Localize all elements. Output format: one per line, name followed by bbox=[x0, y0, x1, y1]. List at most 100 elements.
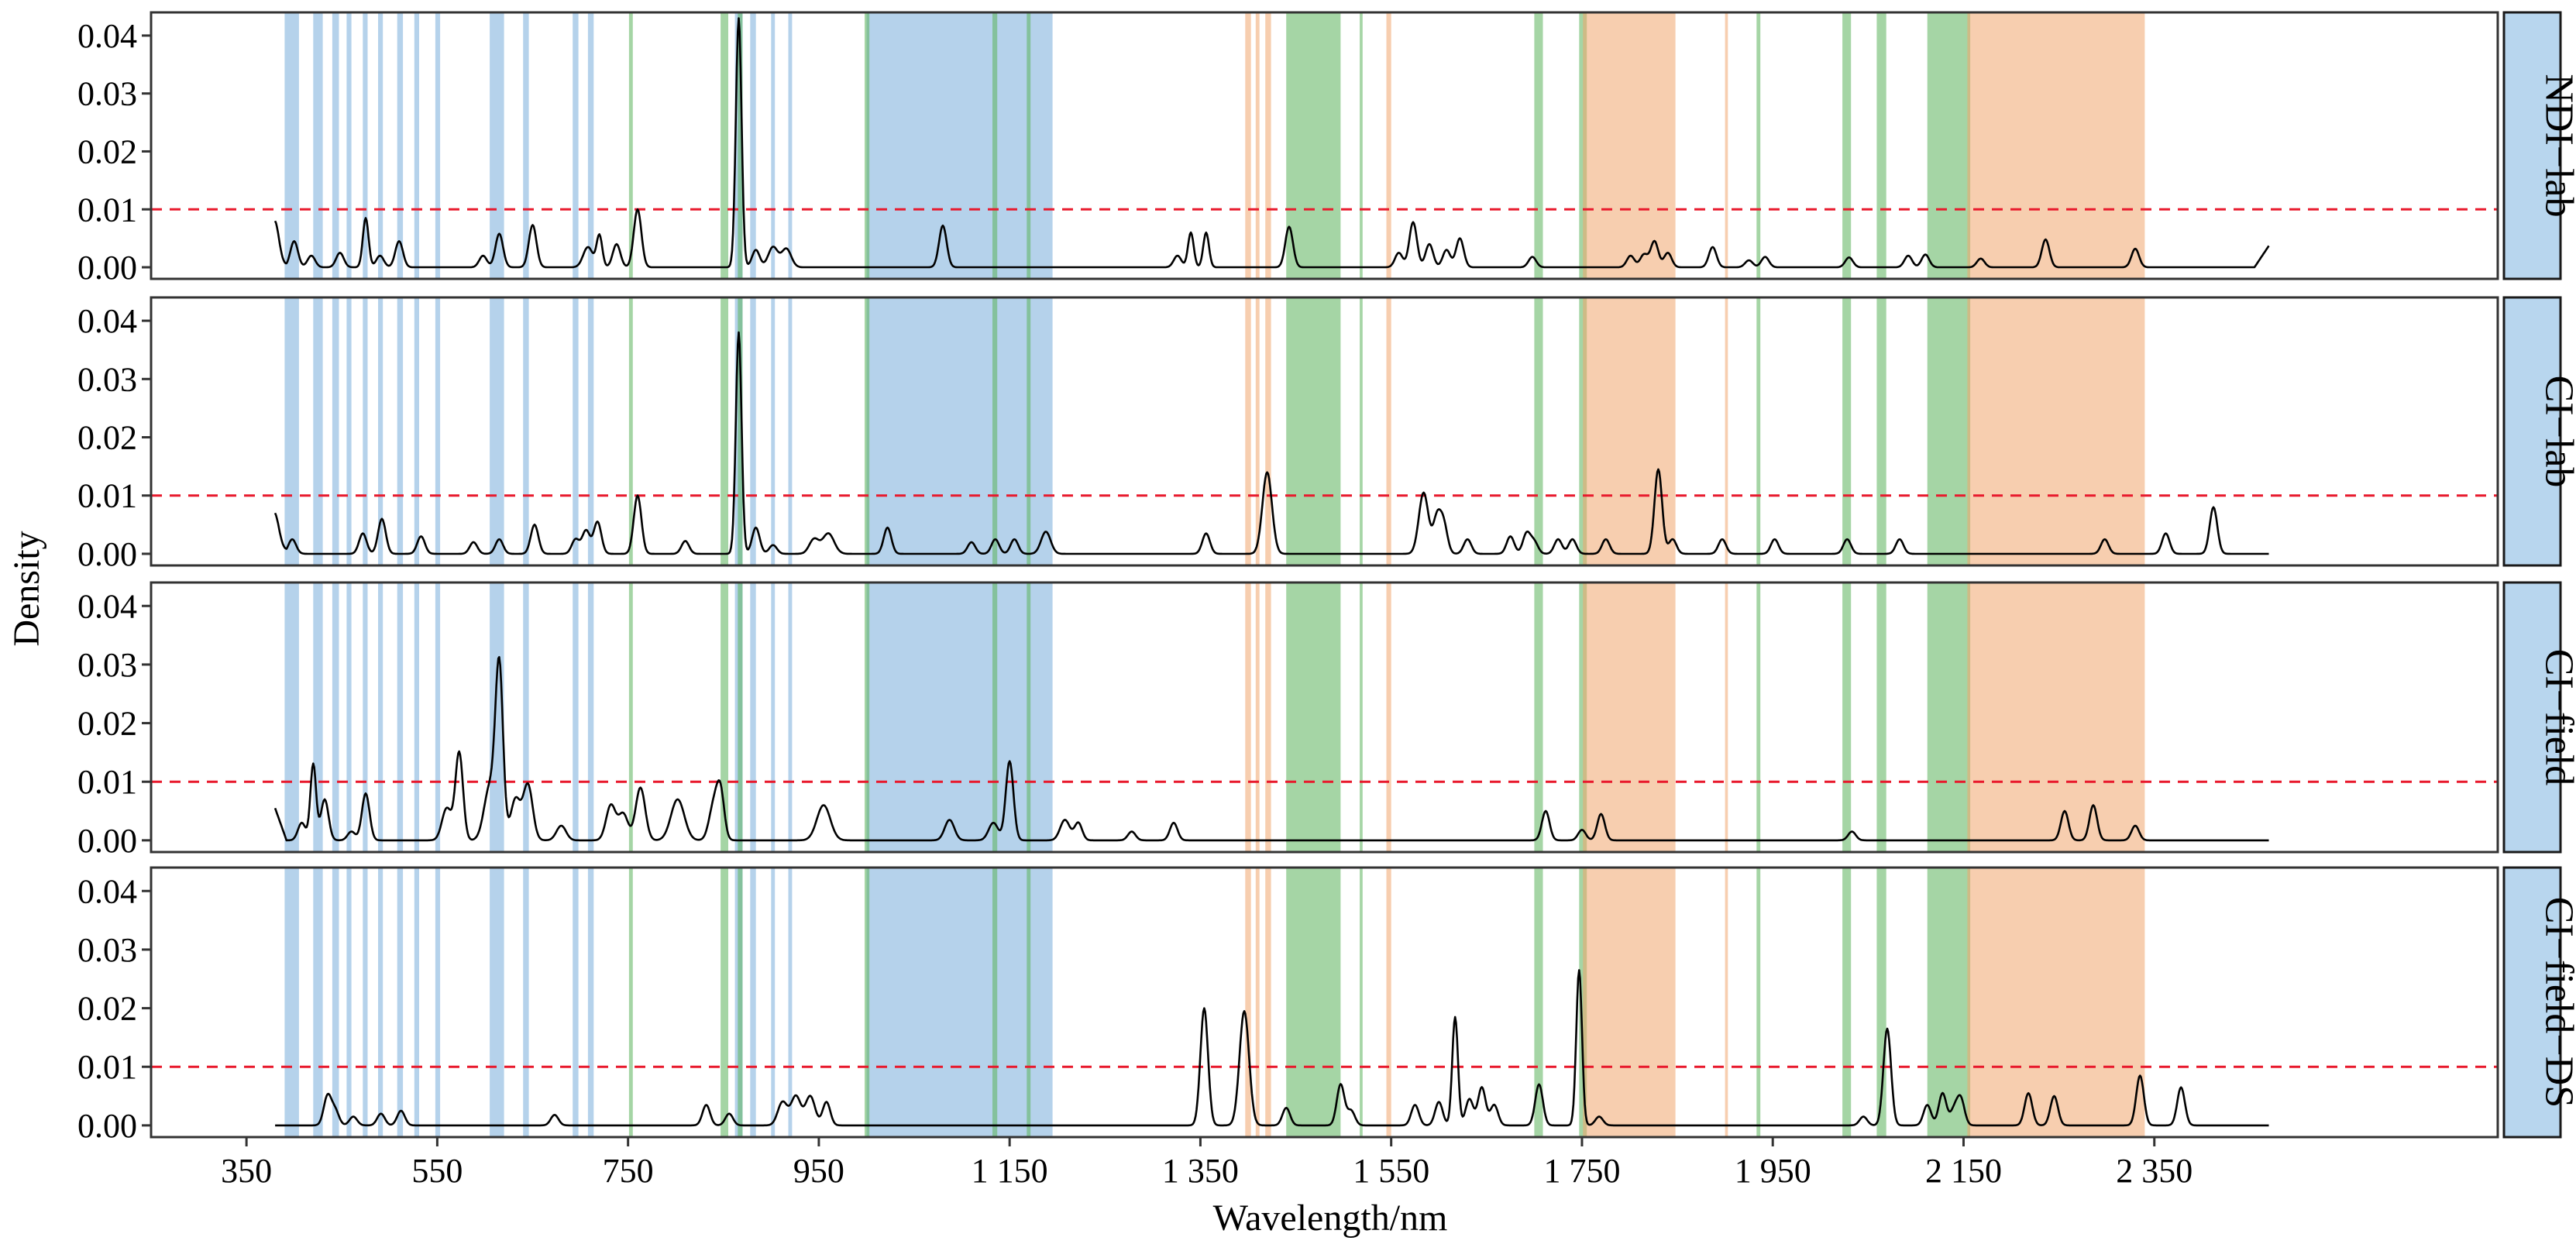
blue-band bbox=[363, 868, 368, 1137]
green-band bbox=[1534, 12, 1543, 279]
blue-band bbox=[750, 12, 756, 279]
density-line-1 bbox=[273, 331, 2269, 555]
x-tick-label: 550 bbox=[411, 1152, 463, 1190]
blue-band bbox=[523, 297, 529, 565]
x-tick-label: 950 bbox=[793, 1152, 844, 1190]
green-band bbox=[865, 582, 870, 852]
x-tick-label: 1 750 bbox=[1543, 1152, 1620, 1190]
orange-band bbox=[1967, 868, 2145, 1137]
blue-band bbox=[363, 297, 368, 565]
y-tick-label: 0.02 bbox=[77, 132, 137, 170]
blue-band bbox=[414, 297, 419, 565]
orange-band bbox=[1967, 582, 2145, 852]
x-tick-label: 1 950 bbox=[1735, 1152, 1811, 1190]
orange-band bbox=[1583, 12, 1676, 279]
blue-band bbox=[523, 12, 529, 279]
facet-strip-label: NDI−lab bbox=[2537, 74, 2576, 217]
blue-band bbox=[490, 868, 504, 1137]
orange-band bbox=[1255, 12, 1260, 279]
blue-band bbox=[346, 12, 352, 279]
green-band bbox=[1360, 582, 1363, 852]
green-band bbox=[1842, 868, 1852, 1137]
facet-strip bbox=[2502, 296, 2562, 567]
panel-frame bbox=[150, 296, 2499, 567]
blue-band bbox=[573, 297, 579, 565]
blue-band bbox=[363, 582, 368, 852]
y-tick-label: 0.01 bbox=[77, 477, 137, 515]
blue-band bbox=[378, 12, 383, 279]
facet-strips: NDI−lab CI−lab CI−field CI−field−DS bbox=[2502, 11, 2576, 1139]
orange-band bbox=[1725, 868, 1728, 1137]
green-band bbox=[721, 868, 728, 1137]
blue-band bbox=[435, 297, 441, 565]
density-line-3 bbox=[274, 969, 2269, 1127]
blue-band bbox=[750, 297, 756, 565]
green-band bbox=[1286, 12, 1341, 279]
green-band bbox=[1286, 868, 1341, 1137]
blue-band bbox=[788, 868, 793, 1137]
orange-band bbox=[1245, 12, 1251, 279]
blue-band bbox=[284, 297, 299, 565]
blue-band bbox=[750, 868, 756, 1137]
blue-band bbox=[414, 582, 419, 852]
green-band bbox=[1842, 582, 1852, 852]
x-tick-label: 1 150 bbox=[972, 1152, 1048, 1190]
orange-band bbox=[1386, 297, 1391, 565]
y-tick-label: 0.00 bbox=[77, 535, 137, 573]
blue-band bbox=[332, 868, 339, 1137]
green-band bbox=[1286, 582, 1341, 852]
blue-band bbox=[587, 868, 594, 1137]
green-band bbox=[992, 297, 998, 565]
green-band bbox=[721, 582, 728, 852]
blue-band bbox=[378, 582, 383, 852]
green-band bbox=[1534, 868, 1543, 1137]
blue-band bbox=[573, 12, 579, 279]
green-band bbox=[1360, 868, 1363, 1137]
green-band bbox=[992, 12, 998, 279]
orange-band bbox=[1967, 12, 2145, 279]
green-band bbox=[1756, 868, 1761, 1137]
y-tick-label: 0.04 bbox=[77, 587, 137, 625]
panel-frame bbox=[150, 866, 2499, 1139]
blue-band bbox=[414, 12, 419, 279]
green-band bbox=[1534, 582, 1543, 852]
green-band bbox=[1756, 297, 1761, 565]
y-tick-label: 0.04 bbox=[77, 872, 137, 910]
x-tick-label: 2 150 bbox=[1925, 1152, 2002, 1190]
green-band bbox=[628, 297, 633, 565]
panel-frame bbox=[150, 581, 2499, 854]
y-tick-label: 0.00 bbox=[77, 249, 137, 287]
orange-band bbox=[1265, 868, 1271, 1137]
blue-band bbox=[332, 12, 339, 279]
blue-band bbox=[346, 582, 352, 852]
blue-band bbox=[788, 297, 793, 565]
green-band bbox=[1027, 868, 1031, 1137]
green-band bbox=[992, 868, 998, 1137]
orange-band bbox=[1255, 297, 1260, 565]
blue-band bbox=[313, 12, 323, 279]
threshold-lines bbox=[151, 208, 2498, 1068]
blue-band bbox=[771, 12, 776, 279]
blue-band bbox=[332, 297, 339, 565]
green-band bbox=[1756, 12, 1761, 279]
x-tick-label: 750 bbox=[603, 1152, 654, 1190]
green-band bbox=[1876, 12, 1886, 279]
blue-band bbox=[866, 12, 1053, 279]
green-band bbox=[992, 582, 998, 852]
x-tick-label: 2 350 bbox=[2116, 1152, 2193, 1190]
blue-band bbox=[771, 297, 776, 565]
green-band bbox=[1842, 12, 1852, 279]
blue-band bbox=[435, 12, 441, 279]
facet-strip bbox=[2502, 866, 2562, 1139]
blue-band bbox=[397, 868, 404, 1137]
blue-band bbox=[523, 868, 529, 1137]
wavelength-bands bbox=[284, 12, 2145, 1137]
green-band bbox=[1927, 297, 1971, 565]
blue-band bbox=[587, 12, 594, 279]
blue-band bbox=[313, 297, 323, 565]
green-band bbox=[738, 12, 743, 279]
green-band bbox=[628, 582, 633, 852]
orange-band bbox=[1725, 12, 1728, 279]
green-band bbox=[1286, 297, 1341, 565]
green-band bbox=[1027, 582, 1031, 852]
